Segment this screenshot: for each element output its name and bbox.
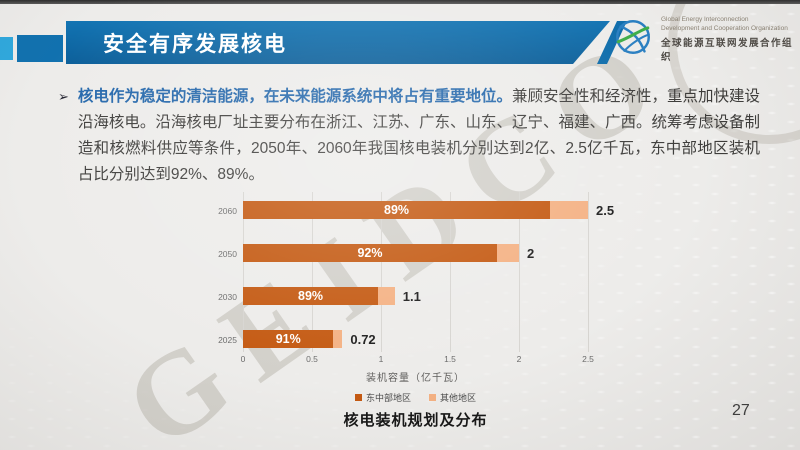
chart-gridline: [243, 192, 244, 352]
bar-total-label: 1.1: [402, 289, 421, 304]
paragraph-rest: 兼顾安全性和经济性，重点加快建设沿海核电。沿海核电厂址主要分布在浙江、江苏、广东…: [77, 88, 760, 183]
chart-gridline: [381, 192, 382, 352]
legend-swatch: [354, 394, 362, 401]
body-paragraph: ➢ 核电作为稳定的清洁能源，在未来能源系统中将占有重要地位。兼顾安全性和经济性，…: [58, 84, 760, 188]
page-title: 安全有序发展核电: [103, 32, 287, 56]
x-tick-label: 2.5: [582, 354, 594, 364]
bar-primary-segment: [243, 330, 334, 348]
bar-secondary-segment: [378, 287, 395, 305]
bar-total-label: 0.72: [350, 332, 376, 347]
bar-secondary-segment: [550, 201, 588, 219]
x-tick-label: 1: [378, 354, 384, 364]
chart-gridline: [450, 192, 451, 352]
chart-gridline: [588, 192, 589, 352]
org-name-cn: 全球能源互联网发展合作组织: [661, 38, 794, 64]
x-tick-label: 2: [516, 354, 522, 364]
org-logo-text: Global Energy Interconnection Developmen…: [661, 15, 800, 63]
org-name-en-2: Development and Cooperation Organization: [661, 25, 788, 33]
org-name-en-1: Global Energy Interconnection: [661, 16, 749, 23]
accent-square-light: [0, 37, 13, 60]
x-tick-label: 0: [240, 354, 246, 364]
bar-share-label: 91%: [275, 332, 301, 346]
bar-secondary-segment: [333, 330, 343, 348]
paragraph-highlight: 核电作为稳定的清洁能源，在未来能源系统中将占有重要地位。: [77, 88, 512, 105]
title-bar: 安全有序发展核电: [66, 21, 610, 64]
bar-total-label: 2: [527, 246, 535, 261]
category-label: 2060: [218, 206, 237, 216]
bar-share-label: 89%: [384, 203, 410, 217]
legend-item: 其他地区: [429, 391, 476, 404]
chart-gridline: [312, 192, 313, 352]
bar-total-label: 2.5: [596, 203, 615, 218]
x-tick-label: 1.5: [444, 354, 456, 364]
bar-primary-segment: [243, 287, 379, 305]
bar-share-label: 89%: [298, 289, 324, 303]
bar-share-label: 92%: [357, 246, 383, 260]
x-axis-title: 装机容量（亿千瓦）: [366, 373, 465, 384]
bar-chart: 0 0.5 1 1.5 2 2.5 2060 89% 2.5 2050 92% 2 2030 89% 1.1…: [218, 192, 614, 437]
bar-secondary-segment: [496, 244, 519, 262]
chart-plot: 0 0.5 1 1.5 2 2.5 2060 89% 2.5 2050 92% 2 2030 89% 1.1…: [218, 192, 614, 437]
x-tick-label: 0.5: [306, 354, 318, 364]
chart-gridline: [519, 192, 520, 352]
legend-item: 东中部地区: [354, 391, 411, 404]
legend-label: 其他地区: [440, 393, 477, 403]
bar-primary-segment: [243, 201, 551, 219]
category-label: 2030: [218, 292, 237, 302]
org-logo: Global Energy Interconnection Developmen…: [612, 15, 800, 63]
legend-swatch: [429, 394, 436, 401]
globe-icon: [612, 16, 654, 63]
bullet-arrow-icon: ➢: [58, 89, 69, 104]
legend-label: 东中部地区: [365, 393, 411, 403]
page-number: 27: [732, 402, 750, 419]
category-label: 2050: [218, 249, 237, 259]
chart-caption: 核电装机规划及分布: [343, 412, 488, 429]
paragraph-text: 核电作为稳定的清洁能源，在未来能源系统中将占有重要地位。兼顾安全性和经济性，重点…: [78, 84, 760, 188]
chart-legend: 东中部地区 其他地区: [243, 391, 588, 404]
top-border: [0, 0, 800, 4]
accent-square-dark: [17, 35, 63, 62]
category-label: 2025: [218, 335, 237, 345]
bar-primary-segment: [243, 244, 497, 262]
